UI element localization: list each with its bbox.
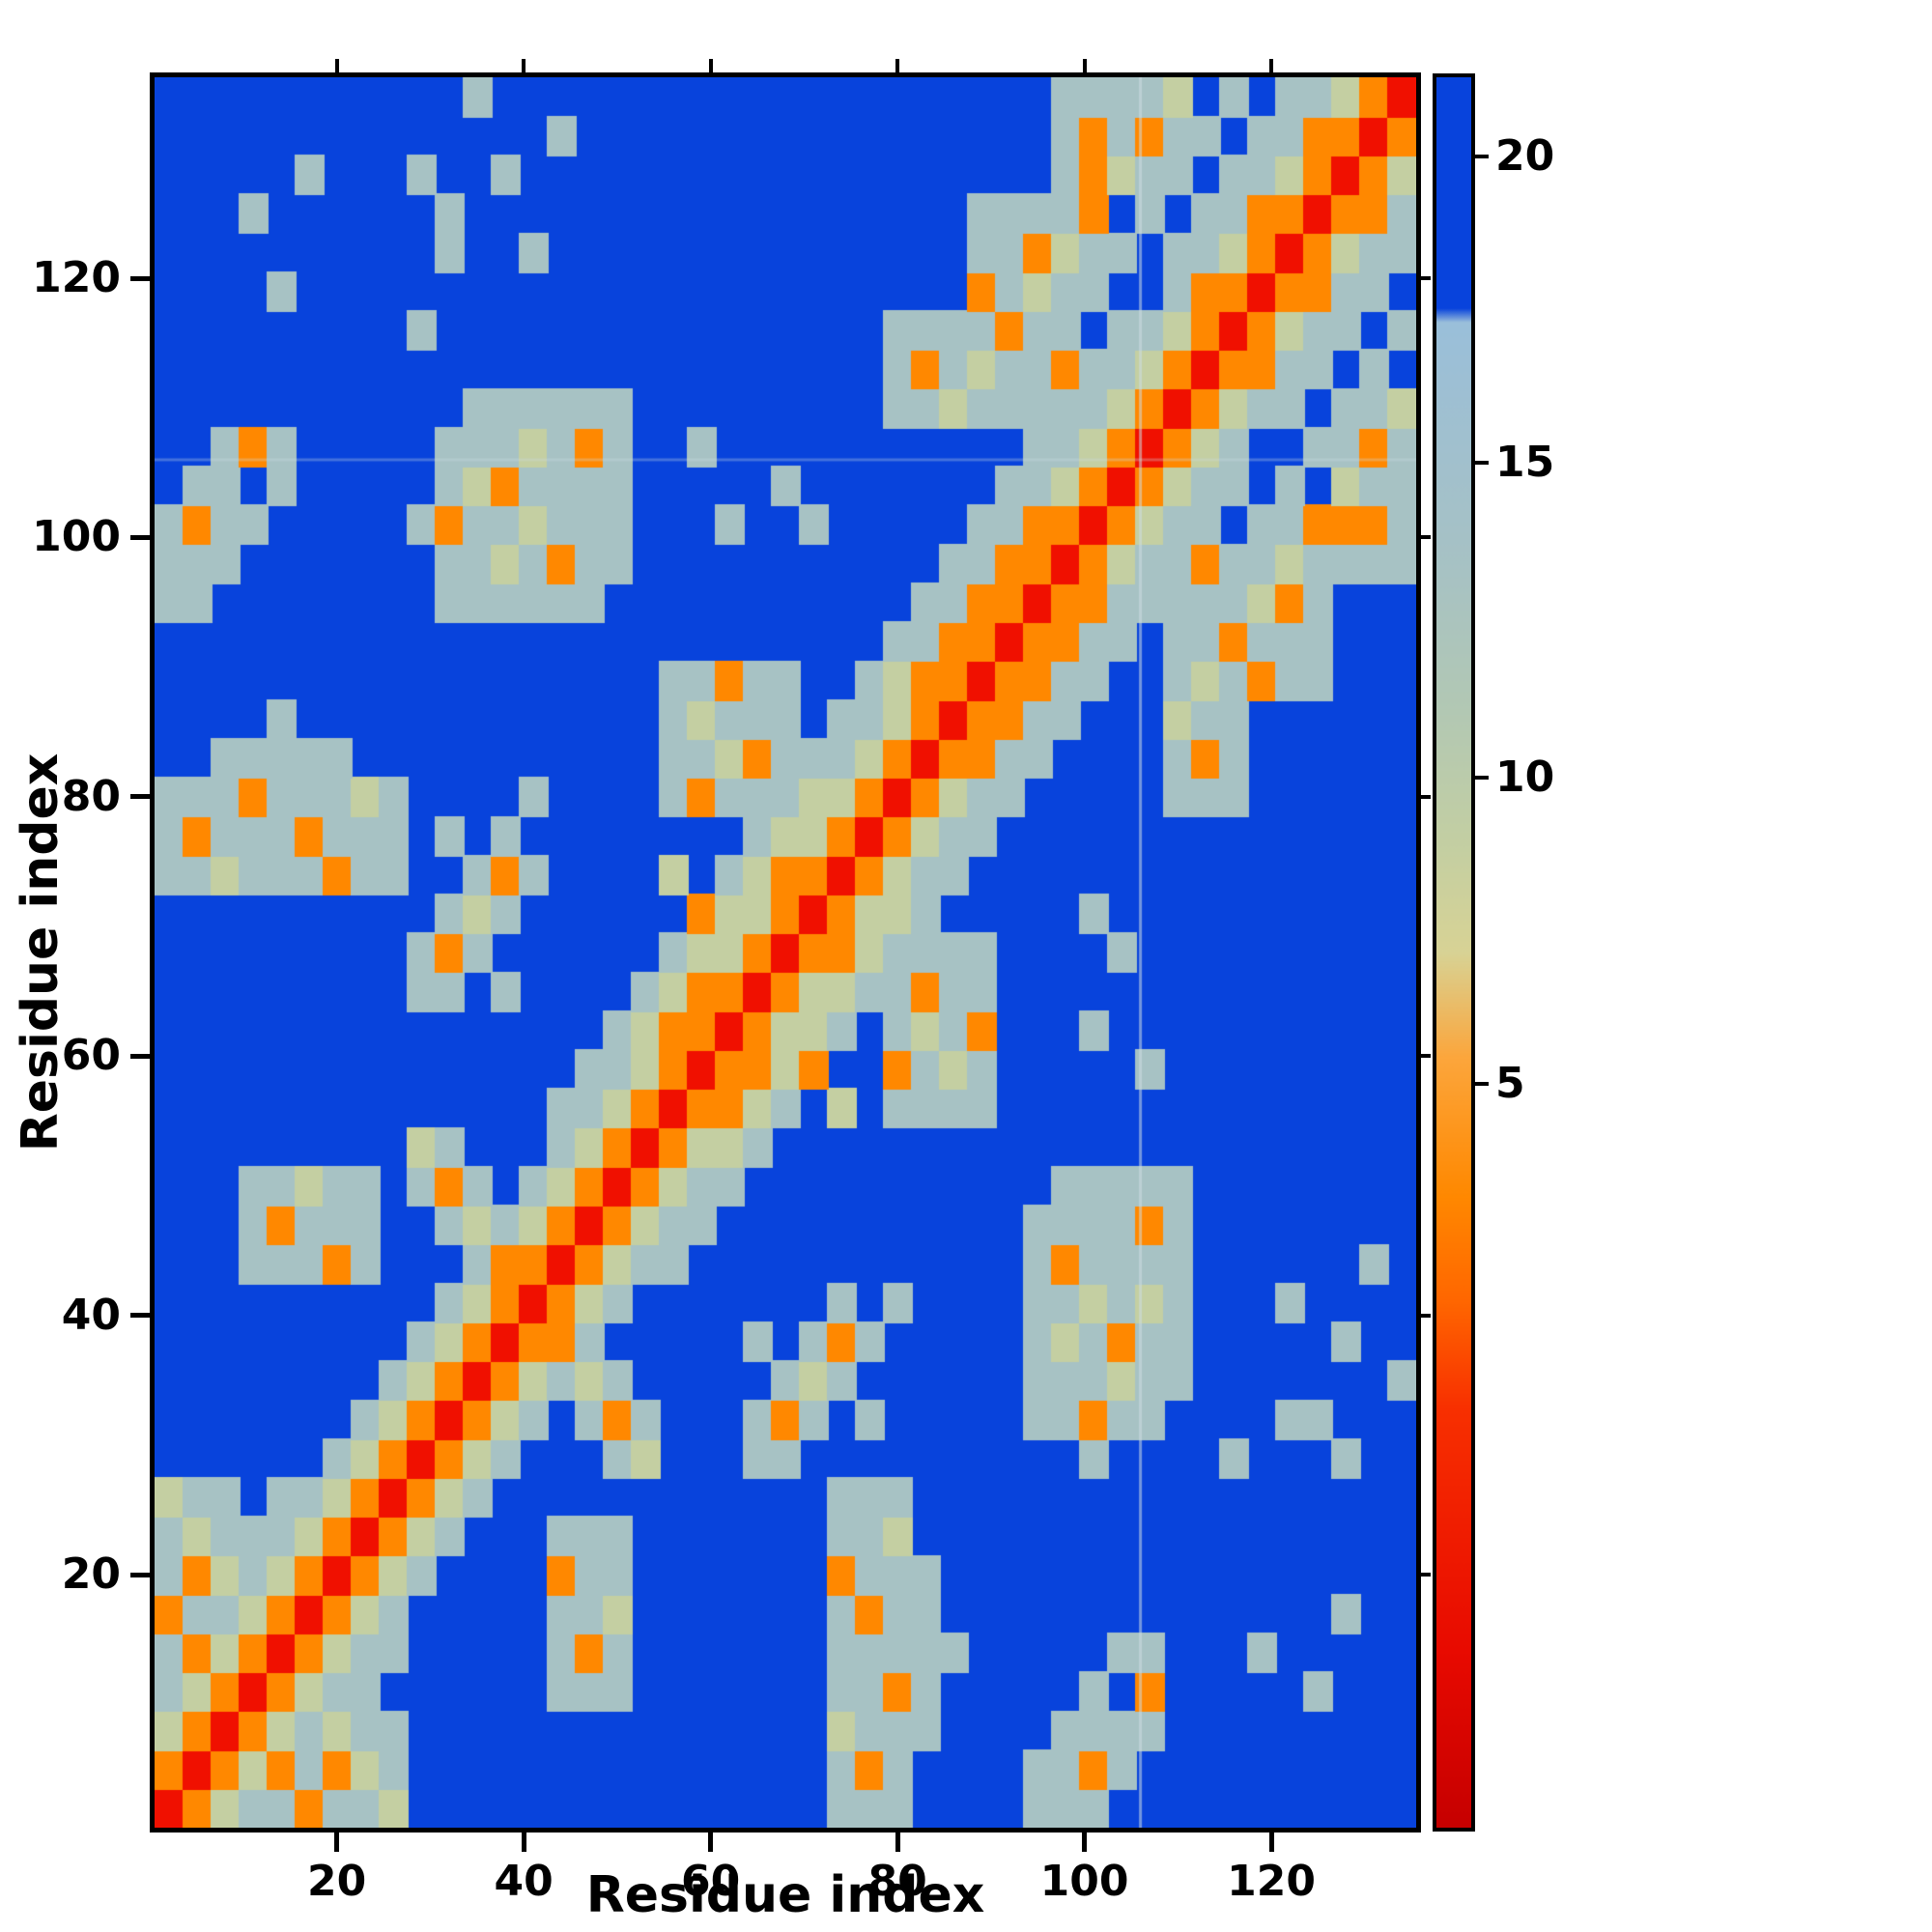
y-tick-right — [1421, 276, 1431, 281]
x-tick-major — [1082, 1833, 1088, 1852]
x-tick-top — [1269, 59, 1274, 72]
x-axis-label: Residue index — [585, 1866, 985, 1924]
y-tick-major — [130, 794, 150, 800]
x-tick-major — [521, 1833, 526, 1852]
y-tick-major — [130, 1053, 150, 1059]
y-tick-right — [1421, 794, 1431, 799]
colorbar-tick — [1475, 154, 1489, 158]
x-tick-top — [708, 59, 713, 72]
y-tick-label: 80 — [61, 771, 121, 821]
y-axis-label: Residue index — [12, 753, 70, 1152]
colorbar-gradient — [1436, 77, 1471, 1828]
y-tick-label: 20 — [61, 1549, 121, 1600]
colorbar-tick-label: 5 — [1495, 1058, 1525, 1108]
y-tick-major — [130, 1572, 150, 1577]
x-tick-label: 120 — [1227, 1857, 1316, 1906]
y-tick-label: 60 — [61, 1031, 121, 1081]
x-tick-top — [334, 59, 339, 72]
colorbar-tick-label: 15 — [1495, 437, 1555, 487]
x-tick-major — [334, 1833, 340, 1852]
x-tick-label: 40 — [494, 1857, 554, 1906]
y-tick-label: 40 — [61, 1290, 121, 1340]
y-tick-major — [130, 275, 150, 281]
x-tick-major — [895, 1833, 900, 1852]
colorbar-tick — [1475, 775, 1489, 780]
y-tick-label: 120 — [32, 253, 121, 303]
x-tick-label: 80 — [867, 1857, 927, 1906]
colorbar-tick — [1475, 460, 1489, 465]
x-tick-label: 20 — [307, 1857, 367, 1906]
x-tick-top — [895, 59, 900, 72]
y-tick-label: 100 — [32, 512, 121, 562]
x-tick-top — [522, 59, 526, 72]
colorbar-tick-label: 10 — [1495, 752, 1555, 802]
x-tick-label: 60 — [680, 1857, 741, 1906]
x-tick-top — [1082, 59, 1087, 72]
heatmap-canvas — [155, 77, 1416, 1828]
x-tick-major — [1268, 1833, 1274, 1852]
y-tick-right — [1421, 1313, 1431, 1318]
x-tick-label: 100 — [1039, 1857, 1129, 1906]
y-tick-right — [1421, 1054, 1431, 1059]
y-tick-major — [130, 1313, 150, 1319]
colorbar-tick — [1475, 1081, 1489, 1086]
y-tick-major — [130, 534, 150, 540]
y-tick-right — [1421, 535, 1431, 540]
colorbar-tick-label: 20 — [1495, 130, 1555, 181]
y-tick-right — [1421, 1573, 1431, 1577]
x-tick-major — [708, 1833, 714, 1852]
